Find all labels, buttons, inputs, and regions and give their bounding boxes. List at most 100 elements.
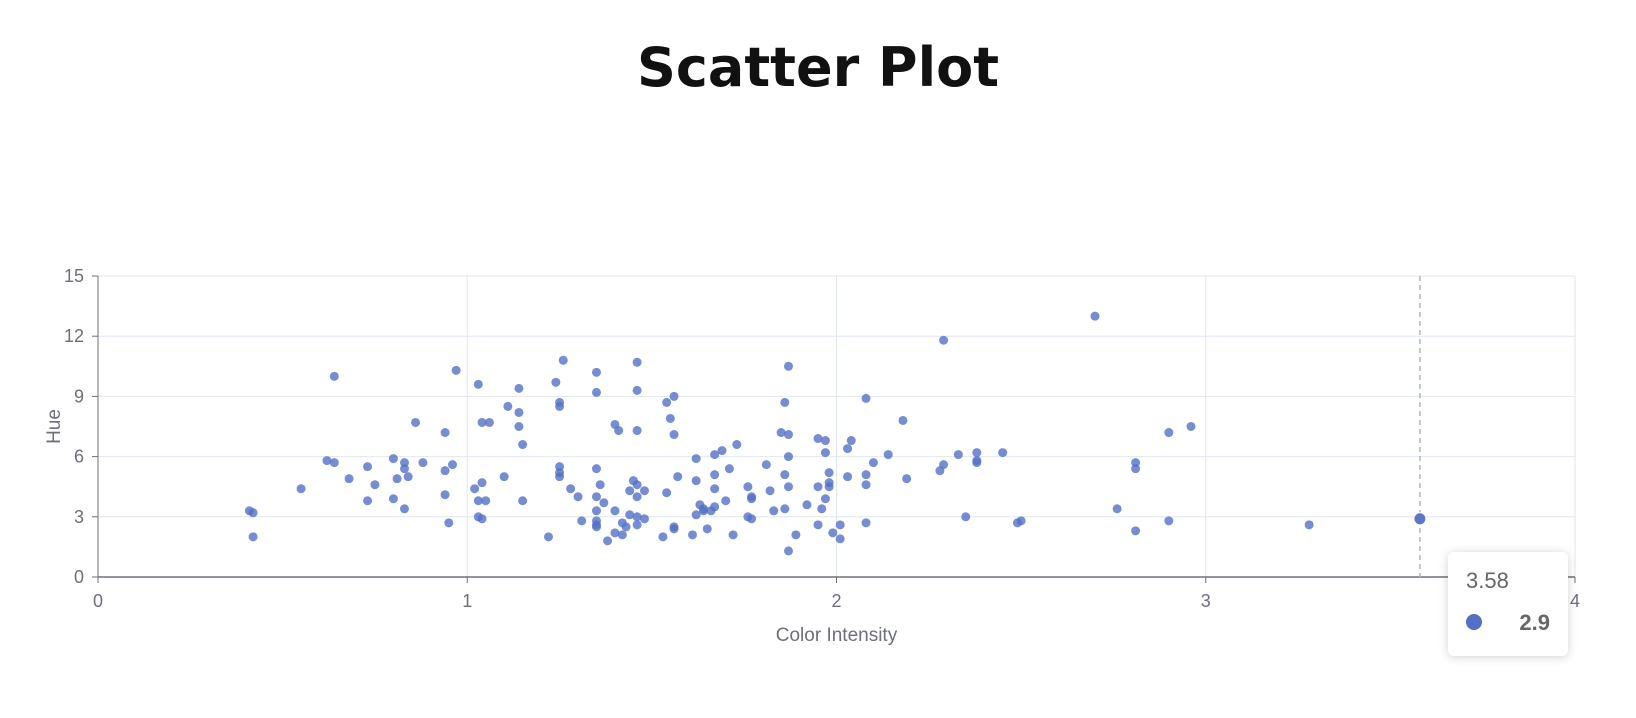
data-point [558,355,568,365]
data-point [610,528,620,538]
tooltip: 3.58 2.9 [1448,552,1568,656]
data-point [747,494,757,504]
data-point [769,506,779,516]
data-point [747,514,757,524]
data-point [363,496,373,506]
data-point [329,458,339,468]
data-point [783,482,793,492]
data-point [780,397,790,407]
data-point [699,506,709,516]
y-tick-label: 12 [64,326,84,346]
data-point [1304,520,1314,530]
data-point [1164,428,1174,438]
data-point [632,357,642,367]
data-point [846,436,856,446]
data-point [780,470,790,480]
data-point [828,528,838,538]
data-point [248,532,258,542]
data-point [961,512,971,522]
data-point [632,385,642,395]
data-point [761,460,771,470]
data-point [514,422,524,431]
data-point [658,532,668,542]
data-point [665,413,675,423]
data-point [691,454,701,464]
data-point [998,448,1008,458]
data-point [403,472,413,482]
data-point [669,524,679,534]
data-point [447,460,457,470]
data-point [791,530,801,540]
y-axis-title: Hue [44,409,65,444]
data-point [639,514,649,524]
data-point [721,496,731,506]
data-point [451,365,461,375]
data-point [632,426,642,436]
tooltip-y-value: 2.9 [1519,610,1550,635]
data-point [691,476,701,486]
data-point [418,458,428,468]
data-point [621,522,631,532]
chart-title: Scatter Plot [636,36,1000,99]
data-point [470,484,480,494]
data-point [344,474,354,484]
x-tick-label: 1 [462,591,472,611]
data-point [939,460,949,470]
data-point [835,520,845,530]
data-point [595,480,605,490]
data-point [898,415,908,425]
data-point [617,530,627,540]
data-point [1090,311,1100,321]
data-point [662,397,672,407]
data-point [732,440,742,450]
data-point [972,448,982,458]
data-point [566,484,576,494]
data-point [710,502,720,512]
y-tick-label: 15 [64,266,84,286]
data-point [1164,516,1174,526]
data-point [1112,504,1122,514]
data-point [477,514,487,524]
data-point [861,480,871,490]
data-point [813,482,823,492]
y-tick-label: 3 [74,507,84,527]
data-point [610,506,620,516]
data-point [440,490,450,500]
data-point [625,510,635,520]
grid-lines [97,275,1576,578]
data-point [603,536,613,546]
x-tick-label: 3 [1201,591,1211,611]
data-point [776,428,786,438]
data-point [639,486,649,496]
data-point [555,472,565,482]
data-point [673,472,683,482]
data-point [824,482,834,492]
data-point [861,518,871,528]
data-point [972,458,982,468]
data-points [244,311,1427,556]
y-tick-label: 9 [74,386,84,406]
data-point [710,470,720,480]
data-point [743,482,753,492]
data-point [783,546,793,556]
data-point [591,367,601,377]
data-point [632,492,642,502]
data-point [477,417,487,427]
data-point [861,393,871,403]
data-point [702,524,712,534]
data-point [484,417,494,427]
data-point [939,335,949,345]
data-point [444,518,454,528]
data-point [388,494,398,504]
data-point [473,496,483,506]
data-point [329,371,339,381]
data-point [514,383,524,393]
tooltip-series-marker-icon [1466,614,1482,630]
data-point [717,446,727,456]
tooltip-x-value: 3.58 [1466,568,1509,593]
data-point [783,452,793,462]
data-point [632,512,642,522]
x-tick-label: 4 [1570,591,1580,611]
data-point [440,428,450,438]
data-point [662,488,672,498]
